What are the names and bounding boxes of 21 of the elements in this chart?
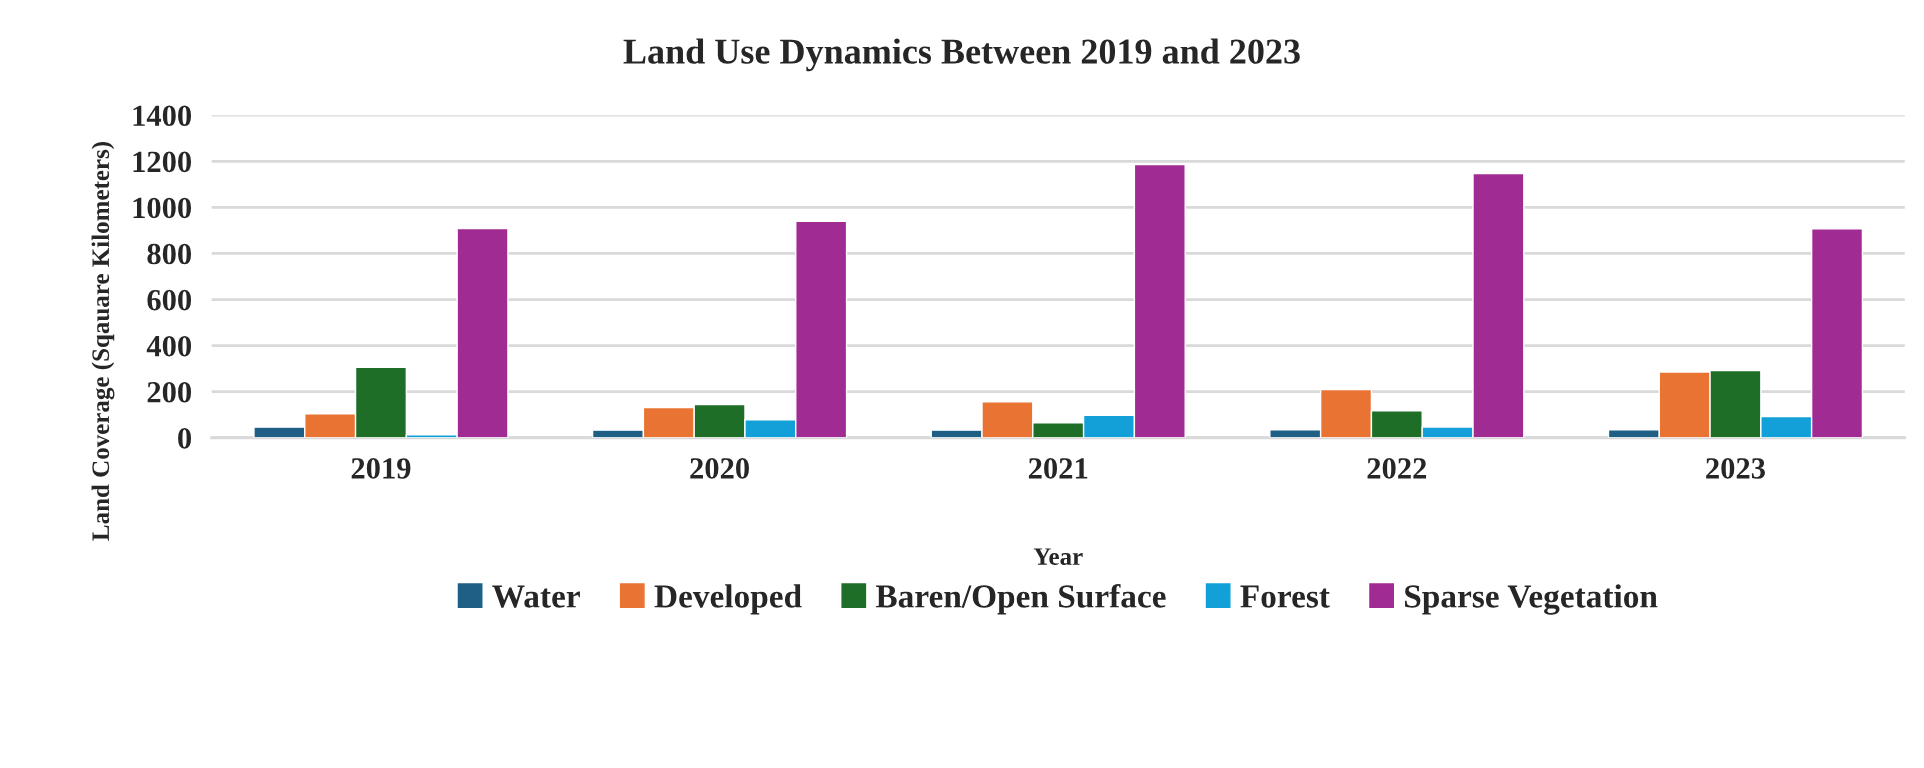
y-tick-label: 400	[146, 335, 192, 357]
y-tick-label: 1400	[133, 105, 192, 127]
x-axis-title: Year	[1033, 548, 1083, 566]
legend-label: Developed	[654, 584, 802, 615]
y-tick-label: 200	[147, 381, 192, 403]
x-tick-label: 2020	[690, 458, 749, 479]
legend-label: Sparse Vegetation	[1405, 584, 1658, 615]
y-axis-title: Land Coverage (Sqauare Kilometers)	[91, 141, 115, 541]
y-tick-label: 600	[147, 289, 192, 311]
chart-title: Land Use Dynamics Between 2019 and 2023	[623, 38, 1300, 72]
x-tick-label: 2021	[1028, 458, 1088, 479]
legend-label: Forest	[1240, 585, 1330, 608]
legend-label: Baren/Open Surface	[875, 583, 1166, 615]
y-tick-label: 0	[178, 428, 192, 449]
x-tick-label: 2023	[1706, 458, 1765, 479]
x-tick-label: 2019	[351, 458, 411, 479]
y-tick-label: 1200	[133, 151, 192, 173]
legend-label: Water	[492, 585, 580, 608]
x-tick-label: 2022	[1367, 458, 1427, 479]
y-tick-label: 800	[147, 243, 192, 265]
y-tick-label: 1000	[133, 197, 192, 219]
